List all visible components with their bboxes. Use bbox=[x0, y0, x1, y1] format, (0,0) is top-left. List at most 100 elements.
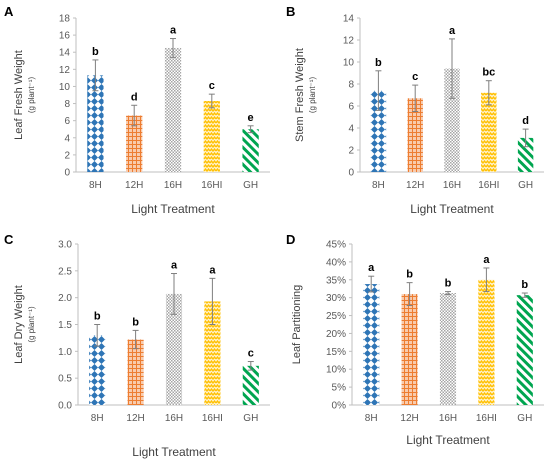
panel-a-letter: A bbox=[4, 4, 14, 19]
panel-b-sig-letter-12h: c bbox=[412, 71, 418, 83]
panel-d-bar-8h bbox=[363, 284, 380, 405]
panel-a-bar-8h bbox=[87, 75, 104, 172]
panel-b-sig-letter-16h: a bbox=[449, 25, 456, 37]
panel-c: C 0.0 0.5 1.0 1.5 2.0 2.5 3.0 b 8H b 12H a 16H a 16HI c G… bbox=[4, 232, 270, 459]
panel-a-bar-12h bbox=[126, 115, 143, 172]
panel-a-xtick-label-gh: GH bbox=[243, 180, 258, 191]
panel-d-sig-letter-12h: b bbox=[406, 269, 413, 281]
panel-b-letter: B bbox=[286, 4, 295, 19]
panel-c-ytick-label: 1.5 bbox=[58, 320, 72, 331]
panel-b-ytick-label: 6 bbox=[348, 102, 354, 113]
panel-b-y-axis-unit: (g plant⁻¹) bbox=[308, 77, 317, 114]
panel-d-sig-letter-gh: b bbox=[521, 279, 528, 291]
panel-a-bar-16h bbox=[164, 47, 182, 172]
panel-d-xtick-label-8h: 8H bbox=[365, 413, 378, 424]
panel-d-letter: D bbox=[286, 232, 295, 247]
panel-c-sig-letter-16hi: a bbox=[209, 264, 216, 276]
panel-c-y-axis-unit: (g plant⁻¹) bbox=[27, 306, 36, 343]
panel-b-ytick-label: 10 bbox=[343, 58, 355, 69]
panel-a-y-axis-title: Leaf Fresh Weight bbox=[13, 50, 25, 140]
panel-a-ytick-label: 2 bbox=[64, 150, 70, 161]
panel-a-ytick-label: 0 bbox=[64, 168, 70, 179]
panel-c-ytick-label: 3.0 bbox=[58, 240, 72, 251]
panel-c-xtick-label-16hi: 16HI bbox=[202, 413, 223, 424]
panel-d-ytick-label: 35% bbox=[326, 275, 346, 286]
panel-d-xtick-label-16h: 16H bbox=[439, 413, 457, 424]
panel-c-ytick-label: 0.5 bbox=[58, 374, 72, 385]
panel-b-ytick-label: 14 bbox=[343, 14, 355, 25]
panel-c-xtick-label-16h: 16H bbox=[165, 413, 183, 424]
panel-d-bar-16hi bbox=[478, 279, 495, 405]
panel-c-bar-8h bbox=[89, 335, 106, 405]
panel-b-sig-letter-16hi: bc bbox=[482, 67, 495, 79]
panel-b: B 0 2 4 6 8 10 12 14 b 8H c 12H a 16H bc 16HI d GH Light Tr… bbox=[286, 4, 544, 216]
panel-c-letter: C bbox=[4, 232, 14, 247]
panel-a-ytick-label: 16 bbox=[59, 31, 71, 42]
panel-c-ytick-label: 0.0 bbox=[58, 401, 72, 412]
panel-b-xtick-label-12h: 12H bbox=[406, 180, 424, 191]
panel-d-xtick-label-16hi: 16HI bbox=[476, 413, 497, 424]
panel-a-sig-letter-16hi: c bbox=[209, 80, 215, 92]
panel-a-ytick-label: 4 bbox=[64, 133, 70, 144]
panel-a-xtick-label-16h: 16H bbox=[164, 180, 182, 191]
panel-a-bar-16hi bbox=[203, 100, 220, 172]
panel-b-xtick-label-8h: 8H bbox=[372, 180, 385, 191]
panel-b-xtick-label-16hi: 16HI bbox=[478, 180, 499, 191]
panel-a-sig-letter-8h: b bbox=[92, 46, 99, 58]
panel-d-ytick-label: 5% bbox=[332, 383, 347, 394]
panels: A 0 2 4 6 8 10 12 14 16 18 b 8H d 12H a 16H c 16HI e GH Light… bbox=[4, 4, 544, 459]
panel-a-sig-letter-12h: d bbox=[131, 91, 138, 103]
panel-d-ytick-label: 30% bbox=[326, 293, 346, 304]
panel-b-x-axis-title: Light Treatment bbox=[410, 202, 494, 216]
panel-a-ytick-label: 6 bbox=[64, 116, 70, 127]
panel-b-xtick-label-16h: 16H bbox=[443, 180, 461, 191]
panel-a-ytick-label: 14 bbox=[59, 48, 71, 59]
panel-c-y-axis-title: Leaf Dry Weight bbox=[13, 285, 25, 364]
panel-b-bar-8h bbox=[370, 90, 387, 172]
panel-a-ytick-label: 18 bbox=[59, 14, 71, 25]
panel-d-sig-letter-16hi: a bbox=[483, 254, 490, 266]
panel-c-x-axis-title: Light Treatment bbox=[132, 445, 216, 459]
panel-c-ytick-label: 2.0 bbox=[58, 293, 72, 304]
panel-c-bar-16hi bbox=[204, 301, 221, 405]
panel-d-ytick-label: 20% bbox=[326, 329, 346, 340]
panel-b-bar-gh bbox=[517, 137, 534, 172]
panel-a-x-axis-title: Light Treatment bbox=[131, 202, 215, 216]
panel-d-xtick-label-12h: 12H bbox=[400, 413, 418, 424]
panel-d-ytick-label: 40% bbox=[326, 257, 346, 268]
panel-c-sig-letter-8h: b bbox=[94, 311, 101, 323]
panel-d-bar-12h bbox=[401, 294, 418, 405]
panel-d-sig-letter-16h: b bbox=[445, 278, 452, 290]
panel-d-x-axis-title: Light Treatment bbox=[406, 433, 490, 447]
panel-c-bar-gh bbox=[242, 365, 259, 405]
panel-a: A 0 2 4 6 8 10 12 14 16 18 b 8H d 12H a 16H c 16HI e GH Light… bbox=[4, 4, 270, 216]
panel-c-ytick-label: 1.0 bbox=[58, 347, 72, 358]
panel-d-xtick-label-gh: GH bbox=[517, 413, 532, 424]
panel-b-ytick-label: 2 bbox=[348, 146, 354, 157]
panel-b-bar-16hi bbox=[481, 92, 497, 172]
panel-b-y-axis-title: Stem Fresh Weight bbox=[294, 48, 306, 142]
panel-d-ytick-label: 0% bbox=[332, 401, 347, 412]
panel-a-ytick-label: 12 bbox=[59, 65, 71, 76]
panel-d-sig-letter-8h: a bbox=[368, 262, 375, 274]
panel-c-sig-letter-16h: a bbox=[171, 260, 178, 272]
panel-a-y-axis-unit: (g plant⁻¹) bbox=[27, 77, 36, 114]
panel-c-bar-16h bbox=[165, 293, 183, 405]
panel-b-bar-12h bbox=[407, 98, 423, 172]
panel-b-sig-letter-8h: b bbox=[375, 57, 382, 69]
panel-d-ytick-label: 45% bbox=[326, 240, 346, 251]
panel-b-ytick-label: 4 bbox=[348, 124, 354, 135]
panel-d-ytick-label: 10% bbox=[326, 365, 346, 376]
panel-a-bar-gh bbox=[242, 129, 259, 172]
panel-d-bar-16h bbox=[439, 293, 457, 405]
panel-b-sig-letter-gh: d bbox=[522, 115, 529, 127]
panel-c-xtick-label-12h: 12H bbox=[126, 413, 144, 424]
panel-a-xtick-label-8h: 8H bbox=[89, 180, 102, 191]
panel-d: D 0% 5% 10% 15% 20% 25% 30% 35% 40% 45% a 8H b 12H b 16H… bbox=[286, 232, 544, 447]
panel-b-xtick-label-gh: GH bbox=[518, 180, 533, 191]
panel-d-ytick-label: 15% bbox=[326, 347, 346, 358]
panel-b-ytick-label: 0 bbox=[348, 168, 354, 179]
panel-a-sig-letter-gh: e bbox=[248, 112, 254, 124]
panel-a-xtick-label-16hi: 16HI bbox=[201, 180, 222, 191]
panel-a-sig-letter-16h: a bbox=[170, 25, 177, 37]
